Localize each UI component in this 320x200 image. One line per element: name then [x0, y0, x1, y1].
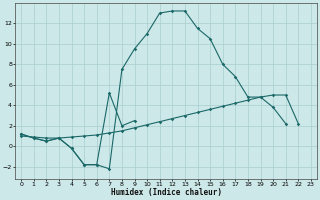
X-axis label: Humidex (Indice chaleur): Humidex (Indice chaleur) — [110, 188, 221, 197]
